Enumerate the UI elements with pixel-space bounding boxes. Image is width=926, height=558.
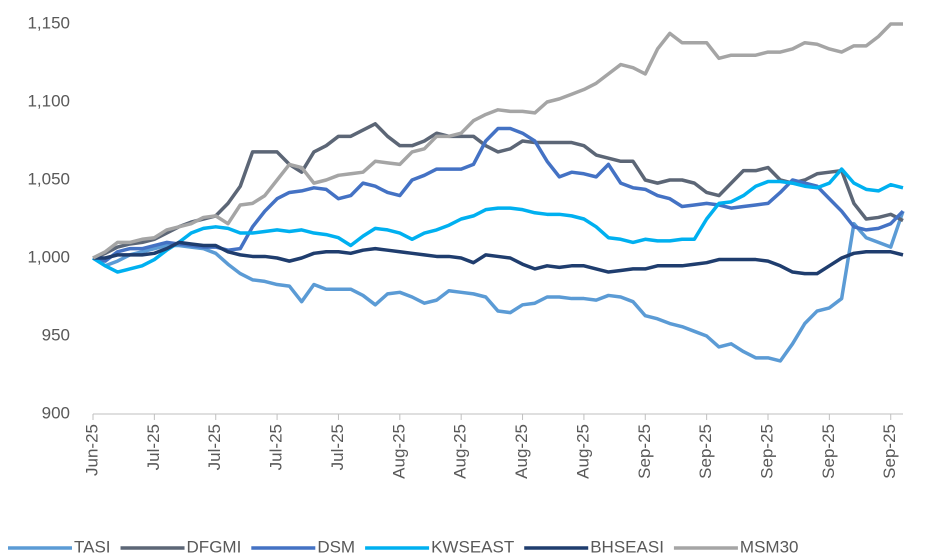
y-tick-label: 1,050 xyxy=(27,169,70,188)
x-tick-label: Jul-25 xyxy=(267,424,286,470)
x-tick-label: Sep-25 xyxy=(819,424,838,479)
y-tick-label: 900 xyxy=(42,403,70,422)
line-series xyxy=(92,167,904,274)
x-tick-label: Sep-25 xyxy=(880,424,899,479)
line-series xyxy=(92,126,905,263)
y-tick-label: 1,000 xyxy=(27,247,70,266)
y-tick-label: 950 xyxy=(42,325,70,344)
legend-label: DSM xyxy=(317,537,355,556)
legend-label: BHSEASI xyxy=(590,537,664,556)
legend-label: KWSEAST xyxy=(431,537,514,556)
legend-label: TASI xyxy=(74,537,111,556)
line-series xyxy=(92,22,903,260)
x-tick-label: Jul-25 xyxy=(328,424,347,470)
x-tick-label: Jun-25 xyxy=(82,424,101,476)
x-tick-label: Jul-25 xyxy=(205,424,224,470)
y-tick-label: 1,100 xyxy=(27,91,70,110)
x-tick-label: Aug-25 xyxy=(451,424,470,479)
x-tick-label: Sep-25 xyxy=(757,424,776,479)
x-tick-label: Sep-25 xyxy=(696,424,715,479)
line-series xyxy=(93,240,904,276)
line-series xyxy=(92,122,904,260)
x-tick-label: Aug-25 xyxy=(573,424,592,479)
x-tick-label: Sep-25 xyxy=(635,424,654,479)
x-tick-label: Jul-25 xyxy=(144,424,163,470)
x-tick-label: Aug-25 xyxy=(512,424,531,479)
legend-label: MSM30 xyxy=(740,537,799,556)
legend-label: DFGMI xyxy=(187,537,242,556)
line-series xyxy=(92,210,905,363)
y-tick-label: 1,150 xyxy=(27,13,70,32)
x-tick-label: Aug-25 xyxy=(389,424,408,479)
